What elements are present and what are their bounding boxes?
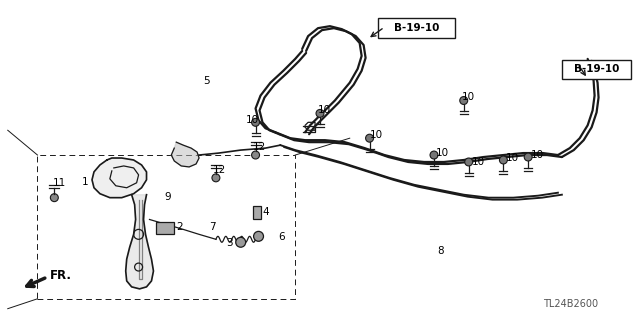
Polygon shape bbox=[92, 158, 147, 198]
Circle shape bbox=[499, 156, 508, 164]
Text: 10: 10 bbox=[531, 150, 544, 160]
Text: 10: 10 bbox=[318, 106, 331, 115]
Text: 5: 5 bbox=[203, 76, 210, 86]
Text: 1: 1 bbox=[82, 177, 89, 187]
Text: 12: 12 bbox=[253, 142, 266, 152]
Polygon shape bbox=[125, 195, 154, 289]
Circle shape bbox=[253, 231, 264, 241]
Text: FR.: FR. bbox=[51, 270, 72, 283]
Bar bbox=[253, 205, 260, 219]
Text: B-19-10: B-19-10 bbox=[394, 23, 439, 33]
Text: 12: 12 bbox=[213, 165, 226, 175]
Text: 10: 10 bbox=[436, 148, 449, 158]
Text: 10: 10 bbox=[472, 157, 484, 167]
Circle shape bbox=[465, 158, 473, 166]
Circle shape bbox=[460, 97, 468, 105]
Text: 10: 10 bbox=[369, 130, 383, 140]
Circle shape bbox=[51, 194, 58, 202]
Text: TL24B2600: TL24B2600 bbox=[543, 299, 598, 309]
Bar bbox=[38, 155, 295, 299]
Circle shape bbox=[365, 134, 374, 142]
Text: 10: 10 bbox=[461, 92, 475, 101]
Text: 8: 8 bbox=[437, 246, 444, 256]
Text: 10: 10 bbox=[246, 115, 259, 125]
Text: 7: 7 bbox=[209, 222, 216, 233]
Text: 2: 2 bbox=[176, 222, 183, 233]
Text: B-19-10: B-19-10 bbox=[574, 64, 620, 74]
Text: 4: 4 bbox=[262, 206, 269, 217]
Text: 9: 9 bbox=[164, 192, 171, 202]
Text: 11: 11 bbox=[52, 178, 66, 188]
Circle shape bbox=[430, 151, 438, 159]
FancyBboxPatch shape bbox=[378, 18, 455, 38]
FancyBboxPatch shape bbox=[562, 60, 631, 79]
Text: 10: 10 bbox=[506, 153, 518, 163]
Circle shape bbox=[252, 151, 260, 159]
Circle shape bbox=[524, 153, 532, 161]
Text: 3: 3 bbox=[226, 238, 232, 248]
Bar bbox=[156, 222, 174, 234]
Circle shape bbox=[252, 118, 260, 126]
Circle shape bbox=[236, 237, 246, 247]
Circle shape bbox=[316, 109, 324, 117]
Text: 6: 6 bbox=[278, 232, 285, 242]
Circle shape bbox=[212, 174, 220, 182]
Polygon shape bbox=[172, 142, 199, 167]
